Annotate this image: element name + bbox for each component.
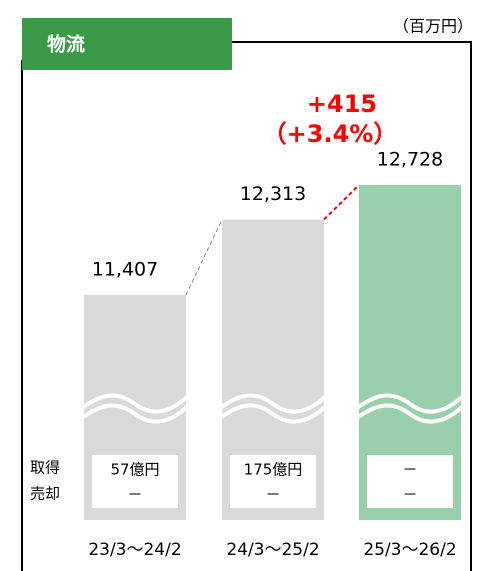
table-cell [230,455,316,508]
chart-title: 物流 [47,33,85,56]
value-label: 11,407 [92,259,158,281]
annotation: （+3.4%） [263,120,398,148]
frame [232,41,472,571]
annotation: +415 [307,90,377,118]
x-tick-label: 24/3～25/2 [226,540,319,560]
table-text: 57億円 [110,461,159,479]
value-label: 12,313 [240,183,306,205]
table-text: － [402,461,417,479]
connector [323,184,360,221]
table-text: － [402,486,417,504]
connector [185,219,223,296]
table-cell [92,455,178,508]
table-text: － [265,486,280,504]
axis-break [355,403,465,424]
x-tick-label: 25/3～26/2 [363,540,456,560]
axis-break [80,393,190,414]
axis-break [80,403,190,424]
row-label: 取得 [30,459,60,477]
unit-label: （百万円） [393,17,473,36]
table-cell [367,455,453,508]
value-label: 12,728 [377,149,443,171]
x-tick-label: 23/3～24/2 [88,540,181,560]
row-label: 売却 [30,485,60,503]
table-text: － [127,486,142,504]
axis-break [218,403,328,424]
tab [22,18,232,70]
axis-break [218,393,328,414]
axis-break [355,393,465,414]
table-text: 175億円 [244,461,303,479]
